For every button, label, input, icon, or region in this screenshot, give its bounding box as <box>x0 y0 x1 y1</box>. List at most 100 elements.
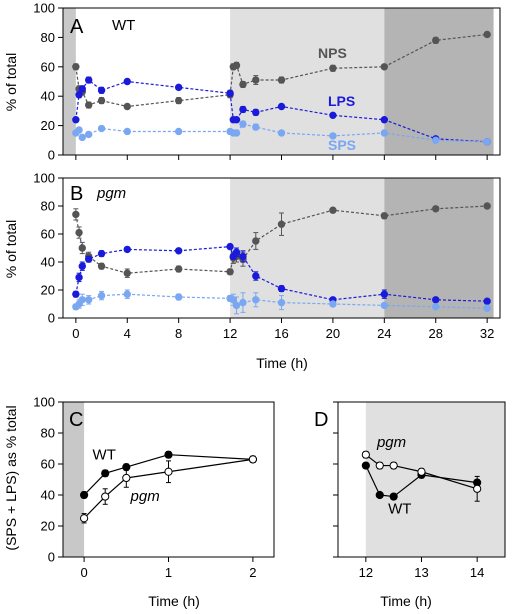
panel-b-letter: B <box>70 183 83 205</box>
data-point-lps <box>75 273 83 282</box>
y-tick-label: 40 <box>41 488 55 503</box>
data-point-nps <box>97 96 106 105</box>
panel-a-y-axis-title: % of total <box>3 53 19 111</box>
data-point-nps <box>329 206 337 214</box>
data-point-lps <box>380 116 389 124</box>
panel-c-y-axis-title: (SPS + LPS) as % total <box>3 405 19 550</box>
data-point-nps <box>252 237 260 245</box>
data-point-sps <box>329 132 337 140</box>
label-lps: LPS <box>328 93 355 109</box>
x-tick-label: 32 <box>480 326 494 341</box>
data-point-nps <box>85 101 93 109</box>
data-point-sps <box>123 290 131 298</box>
y-tick-label: 0 <box>48 311 55 326</box>
data-point-sps <box>123 127 131 136</box>
x-tick-label: 14 <box>470 565 484 580</box>
data-point-sps <box>483 138 491 146</box>
data-point-lps <box>329 111 337 120</box>
panel-c-shading <box>63 402 85 557</box>
x-tick-label: 0 <box>72 326 79 341</box>
data-point-nps <box>75 228 83 237</box>
panel-c-shade-0 <box>63 402 85 557</box>
data-point-pgm <box>164 467 173 476</box>
data-point-lps <box>72 116 80 124</box>
x-tick-label: 28 <box>429 326 443 341</box>
data-point-nps <box>232 61 241 70</box>
data-point-lps <box>277 284 286 293</box>
panel-c-frame <box>62 401 275 558</box>
y-tick-label: 60 <box>41 227 55 242</box>
y-tick-label: 100 <box>33 171 55 186</box>
data-point-wt <box>101 469 110 478</box>
panel-d-series <box>361 450 482 502</box>
panel-a: 0 20 40 60 80 100 A WT % of total NPS LPS SPS <box>3 1 501 163</box>
x-tick-label: 12 <box>223 326 237 341</box>
data-point-sps <box>277 129 286 137</box>
panel-c-annotation-pgm: pgm <box>130 488 160 505</box>
x-tick-label: 24 <box>377 326 391 341</box>
data-point-wt <box>164 450 173 459</box>
data-point-sps <box>85 296 93 304</box>
data-point-lps <box>252 272 260 280</box>
panel-b-shading <box>230 178 494 318</box>
y-tick-label: 60 <box>41 59 55 74</box>
data-point-lps <box>75 91 83 99</box>
data-point-pgm <box>417 467 426 476</box>
panel-b-series <box>72 202 491 315</box>
panel-d-annotation-pgm: pgm <box>376 434 406 451</box>
data-point-sps <box>432 303 440 311</box>
data-point-lps <box>432 296 440 304</box>
panel-c-x-axis-title: Time (h) <box>148 593 200 609</box>
panel-b-y-axis-title: % of total <box>3 220 19 278</box>
x-tick-label: 2 <box>249 565 256 580</box>
data-point-lps <box>78 262 86 270</box>
data-point-nps <box>277 76 286 84</box>
panel-c-annotation-wt: WT <box>93 446 116 463</box>
x-tick-label: 8 <box>175 326 182 341</box>
data-point-lps <box>239 252 247 261</box>
data-point-lps <box>277 102 286 111</box>
y-tick-label: 80 <box>41 426 55 441</box>
data-point-nps <box>432 36 440 45</box>
y-tick-label: 0 <box>48 550 55 565</box>
data-point-lps <box>85 255 93 263</box>
panel-c: 0 20 40 60 80 100 0 1 2 C (SPS + LPS) as % total… <box>3 395 275 609</box>
data-point-lps <box>232 116 241 124</box>
panel-b-shade-1 <box>384 178 494 318</box>
data-point-sps <box>78 296 86 304</box>
data-point-nps <box>72 63 80 71</box>
data-point-lps <box>78 85 86 93</box>
data-point-nps <box>239 80 247 89</box>
x-tick-label: 20 <box>326 326 340 341</box>
data-point-sps <box>78 133 86 142</box>
data-point-nps <box>380 212 389 220</box>
panel-b: 0 20 40 60 80 100 0 4 8 12 16 20 24 28 32 B pgm % of t… <box>3 171 501 371</box>
panel-b-x-axis-title: Time (h) <box>256 355 308 371</box>
data-point-sps <box>75 126 83 134</box>
data-point-nps <box>483 202 491 210</box>
data-point-nps <box>483 30 491 39</box>
panel-d-shading <box>365 402 505 557</box>
data-point-lps <box>252 108 260 117</box>
panel-d: 12 13 14 D Time (h) pgm WT <box>314 401 506 609</box>
panel-d-x-axis-title: Time (h) <box>380 593 432 609</box>
label-nps: NPS <box>318 45 347 61</box>
data-point-sps <box>277 298 286 307</box>
data-point-nps <box>123 269 131 277</box>
panel-a-frame <box>62 7 501 156</box>
data-point-lps <box>123 77 131 86</box>
data-point-lps <box>226 242 234 251</box>
panel-a-ticks: 0 20 40 60 80 100 <box>33 1 488 163</box>
x-tick-label: 4 <box>124 326 131 341</box>
data-point-lps <box>85 76 93 84</box>
data-point-wt <box>361 461 370 470</box>
x-tick-label: 1 <box>165 565 172 580</box>
x-tick-label: 16 <box>274 326 288 341</box>
data-point-pgm <box>80 514 89 523</box>
data-point-pgm <box>473 484 482 493</box>
panel-c-letter: C <box>69 409 83 431</box>
panel-d-letter: D <box>314 409 328 431</box>
data-point-nps <box>252 76 260 84</box>
panel-a-shade-2 <box>384 8 494 155</box>
